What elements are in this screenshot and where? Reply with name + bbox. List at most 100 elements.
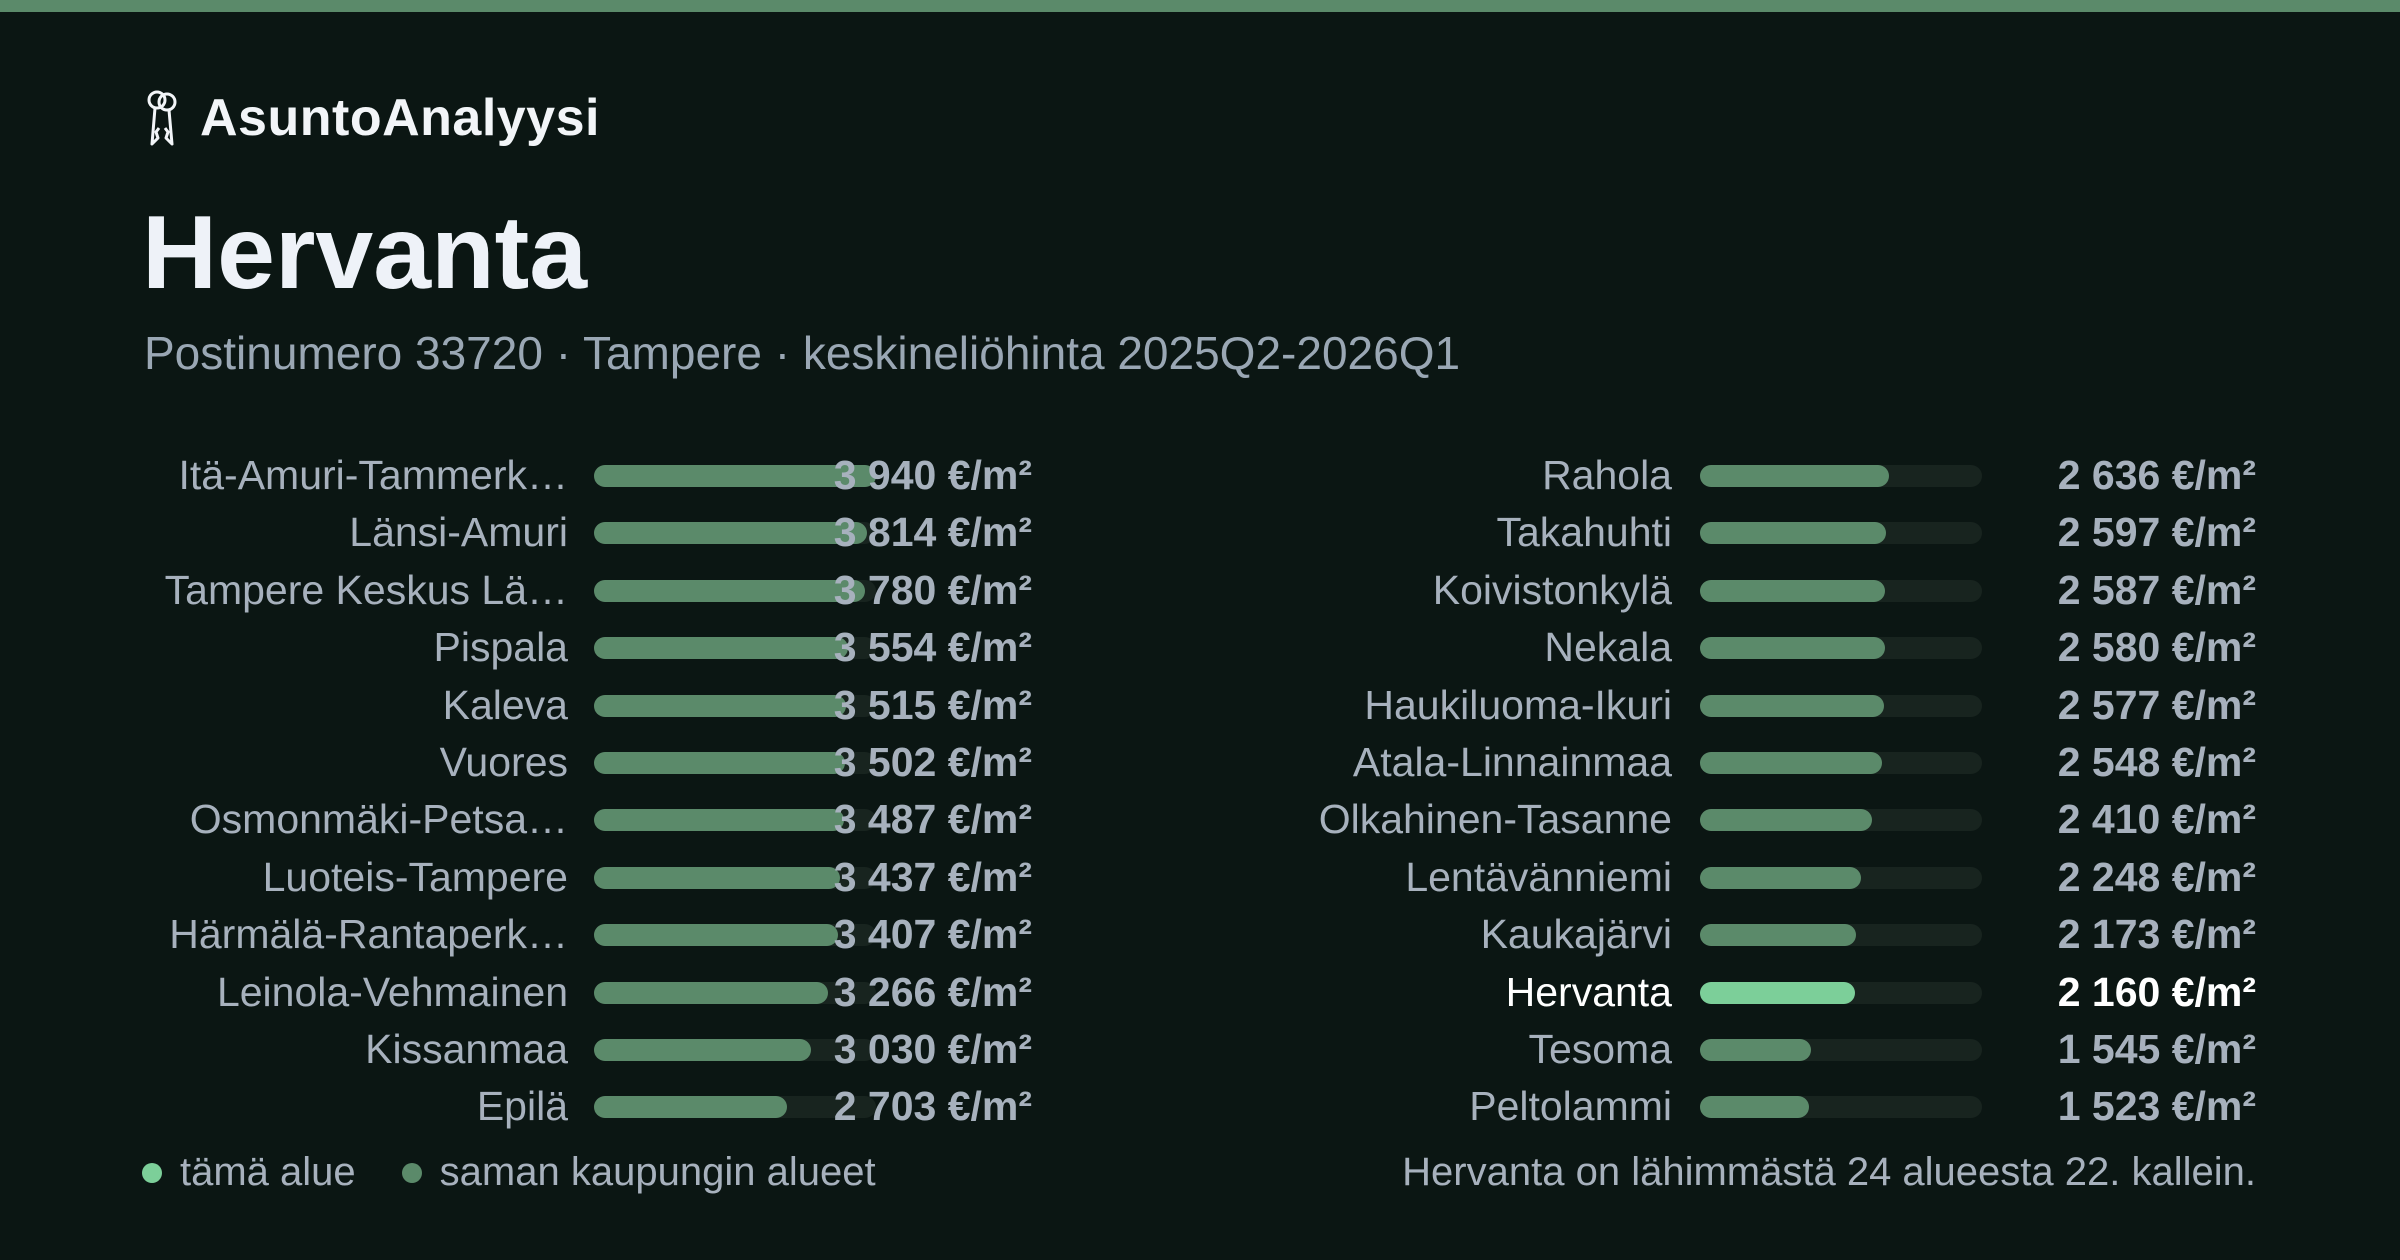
- bar-label: Luoteis-Tampere: [262, 853, 568, 900]
- bar: [1700, 981, 1855, 1004]
- bar: [1700, 637, 1885, 660]
- bar: [594, 637, 849, 660]
- brand-name: AsuntoAnalyysi: [200, 89, 600, 147]
- bar-value-label: 3 030 €/m²: [833, 1025, 1032, 1072]
- bar: [1700, 924, 1856, 947]
- bar-label: Kaleva: [442, 681, 568, 728]
- legend: tämä alue saman kaupungin alueet: [142, 1150, 922, 1195]
- ranking-footnote: Hervanta on lähimmästä 24 alueesta 22. k…: [1402, 1150, 2256, 1194]
- bar-value-label: 3 437 €/m²: [833, 853, 1032, 900]
- bar-label: Tampere Keskus Lä…: [164, 566, 568, 613]
- bar-label: Rahola: [1542, 452, 1672, 498]
- legend-dot-default: [401, 1162, 422, 1183]
- bar-label: Leinola-Vehmainen: [216, 968, 568, 1015]
- bar-track: [1700, 579, 1982, 602]
- bar: [1700, 579, 1886, 602]
- bar-value-label: 2 248 €/m²: [2057, 853, 2256, 900]
- bar-track: [1700, 522, 1982, 545]
- bar: [1700, 1096, 1809, 1119]
- bar: [594, 694, 846, 717]
- top-accent-bar: [0, 0, 2400, 12]
- bar-label: Haukiluoma-Ikuri: [1364, 681, 1672, 728]
- bar-value-label: 3 502 €/m²: [833, 738, 1032, 785]
- bar-value-label: 2 410 €/m²: [2057, 796, 2256, 843]
- bar-label: Vuores: [439, 738, 568, 785]
- bar-track: [1700, 981, 1982, 1004]
- legend-item-same-city: saman kaupungin alueet: [401, 1150, 876, 1195]
- bar: [1700, 866, 1861, 889]
- bar-track: [1700, 751, 1982, 774]
- bar-value-label: 2 636 €/m²: [2057, 452, 2256, 498]
- bar-value-label: 2 577 €/m²: [2057, 681, 2256, 728]
- bar-track: [594, 751, 876, 774]
- bar-track: [594, 809, 876, 832]
- bar: [594, 1038, 811, 1061]
- bar: [594, 866, 840, 889]
- bar-value-label: 2 548 €/m²: [2057, 738, 2256, 785]
- legend-label-this-area: tämä alue: [180, 1150, 356, 1194]
- bar-track: [594, 1038, 876, 1061]
- bar-value-label: 3 407 €/m²: [833, 911, 1032, 958]
- keys-icon: [147, 90, 177, 146]
- bar-track: [594, 522, 876, 545]
- bar-track: [1700, 1096, 1982, 1119]
- bar: [594, 809, 844, 832]
- bar-value-label: 2 580 €/m²: [2057, 624, 2256, 671]
- bar: [1700, 522, 1886, 545]
- bar-track: [594, 1096, 876, 1119]
- bar-value-label: 3 515 €/m²: [833, 681, 1032, 728]
- bar-label: Lentävänniemi: [1405, 853, 1672, 900]
- bar: [594, 1096, 788, 1119]
- bar: [594, 751, 845, 774]
- bar-label: Peltolammi: [1469, 1083, 1672, 1130]
- page-subtitle: Postinumero 33720 · Tampere · keskineliö…: [144, 327, 1461, 379]
- bar-label: Länsi-Amuri: [349, 509, 568, 556]
- bar-value-label: 2 587 €/m²: [2057, 566, 2256, 613]
- bar-track: [1700, 637, 1982, 660]
- legend-label-same-city: saman kaupungin alueet: [439, 1150, 876, 1194]
- bar: [594, 522, 867, 545]
- bar-value-label: 2 160 €/m²: [2057, 968, 2256, 1015]
- bar-track: [594, 981, 876, 1004]
- bar-value-label: 3 554 €/m²: [833, 624, 1032, 671]
- bar-track: [594, 924, 876, 947]
- bar-value-label: 3 940 €/m²: [833, 452, 1032, 498]
- bar: [1700, 1038, 1811, 1061]
- bar: [594, 924, 838, 947]
- bar-value-label: 3 266 €/m²: [833, 968, 1032, 1015]
- bar-track: [594, 694, 876, 717]
- bar-track: [594, 866, 876, 889]
- bar-track: [1700, 694, 1982, 717]
- bar-label: Olkahinen-Tasanne: [1318, 796, 1672, 843]
- bar-label: Tesoma: [1528, 1025, 1672, 1072]
- bar-label: Takahuhti: [1496, 509, 1672, 556]
- bar-track: [594, 465, 876, 487]
- bar-value-label: 2 703 €/m²: [833, 1083, 1032, 1130]
- bar-track: [1700, 924, 1982, 947]
- bar-value-label: 3 814 €/m²: [833, 509, 1032, 556]
- bar-track: [1700, 465, 1982, 487]
- legend-item-this-area: tämä alue: [142, 1150, 356, 1195]
- bar-label: Pispala: [433, 624, 568, 671]
- bar-label: Atala-Linnainmaa: [1352, 738, 1672, 785]
- bar-track: [594, 637, 876, 660]
- bar-label: Kaukajärvi: [1480, 911, 1672, 958]
- bar-track: [594, 579, 876, 602]
- bar-track: [1700, 1038, 1982, 1061]
- bar-label: Osmonmäki-Petsa…: [189, 796, 568, 843]
- bar-value-label: 3 780 €/m²: [833, 566, 1032, 613]
- bar-label: Härmälä-Rantaperk…: [169, 911, 568, 958]
- bar-track: [1700, 866, 1982, 889]
- bar: [1700, 809, 1873, 832]
- bar-value-label: 2 597 €/m²: [2057, 509, 2256, 556]
- bar: [594, 465, 876, 487]
- bar-value-label: 3 487 €/m²: [833, 796, 1032, 843]
- bar: [1700, 751, 1883, 774]
- bar-label: Hervanta: [1505, 968, 1672, 1015]
- bar-label: Epilä: [476, 1083, 568, 1130]
- bar-track: [1700, 809, 1982, 832]
- bar-label: Itä-Amuri-Tammerk…: [178, 452, 568, 498]
- bar: [1700, 694, 1885, 717]
- bar-label: Koivistonkylä: [1432, 566, 1672, 613]
- bar: [594, 981, 828, 1004]
